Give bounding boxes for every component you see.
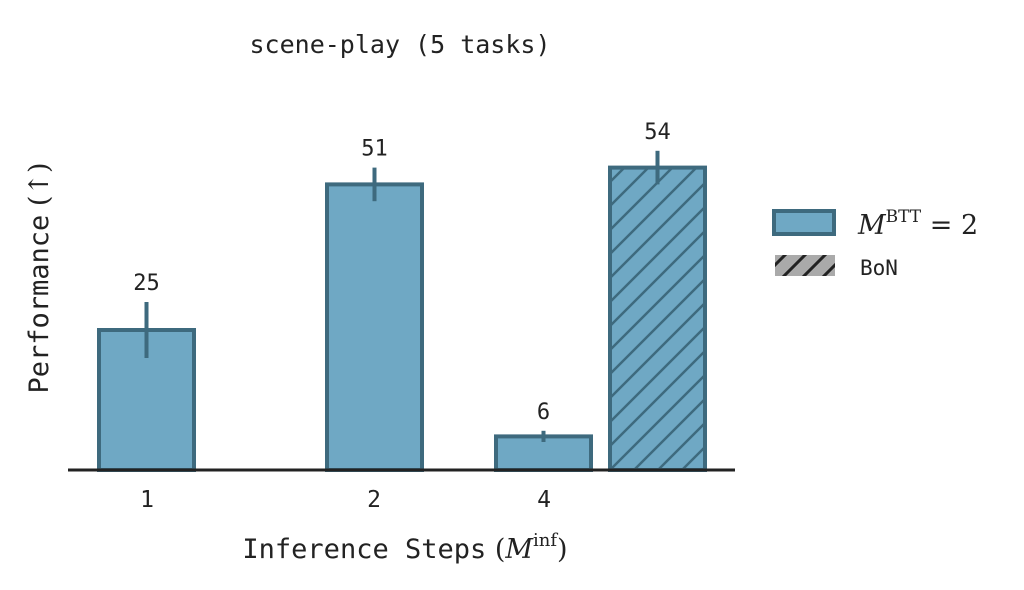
legend-label-bon: BoN xyxy=(860,256,898,280)
data-label: 25 xyxy=(133,271,160,296)
data-label: 51 xyxy=(361,137,388,162)
legend-label-mbtt: MBTT = 2 xyxy=(857,207,978,241)
y-axis-label: Performance (↑) xyxy=(24,162,55,393)
legend: MBTT = 2 BoN xyxy=(772,207,978,280)
legend-swatch-mbtt xyxy=(772,209,836,236)
x-tick-label: 4 xyxy=(537,487,551,513)
chart-title: scene-play (5 tasks) xyxy=(249,30,550,59)
bars-group: 25 51 6 54 xyxy=(97,120,707,472)
data-label: 6 xyxy=(537,400,550,425)
x-tick-label: 1 xyxy=(140,487,154,513)
bar xyxy=(327,184,422,470)
data-label: 54 xyxy=(644,120,671,145)
x-axis-label: Inference Steps (Minf) xyxy=(242,530,567,565)
x-tick-label: 2 xyxy=(367,487,381,513)
bar-hatch xyxy=(610,167,705,470)
